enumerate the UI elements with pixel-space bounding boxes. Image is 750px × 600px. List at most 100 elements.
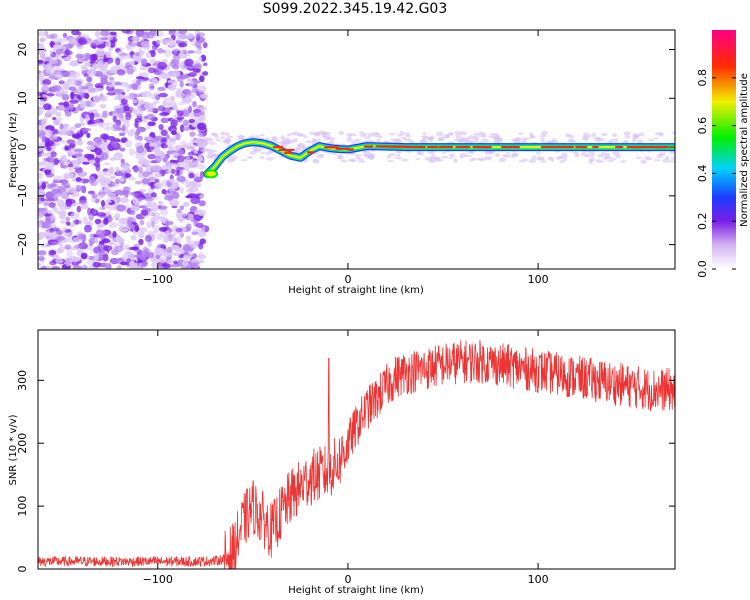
- noise-speckle: [139, 219, 145, 226]
- noise-speckle: [46, 93, 55, 97]
- noise-speckle: [88, 176, 96, 184]
- halo-speckle: [202, 141, 209, 147]
- noise-speckle: [199, 194, 204, 199]
- halo-speckle: [562, 156, 568, 162]
- noise-speckle: [121, 124, 126, 132]
- noise-speckle: [202, 71, 209, 76]
- noise-speckle: [150, 221, 155, 228]
- noise-speckle: [93, 253, 100, 261]
- halo-speckle: [416, 150, 422, 156]
- noise-speckle: [55, 111, 62, 118]
- noise-speckle: [80, 66, 88, 71]
- noise-speckle: [167, 80, 172, 84]
- noise-speckle: [146, 200, 152, 205]
- noise-speckle: [197, 122, 207, 131]
- snr-axes: −100 0 100 0 100 200 300: [16, 329, 676, 586]
- noise-speckle: [84, 54, 91, 61]
- noise-speckle: [173, 183, 179, 190]
- noise-speckle: [57, 229, 64, 236]
- halo-speckle: [494, 134, 501, 137]
- noise-speckle: [95, 229, 106, 236]
- noise-speckle: [44, 198, 55, 202]
- noise-speckle: [158, 257, 167, 263]
- noise-speckle: [68, 165, 73, 172]
- colorbar-tick-label: 0.0: [696, 260, 709, 278]
- halo-speckle: [308, 140, 314, 144]
- halo-speckle: [210, 132, 219, 137]
- halo-speckle: [224, 132, 230, 137]
- noise-speckle: [135, 108, 143, 117]
- halo-speckle: [265, 151, 271, 156]
- noise-speckle: [92, 209, 97, 215]
- halo-speckle: [220, 131, 226, 136]
- noise-speckle: [66, 159, 71, 164]
- bottom-ytick-label: 300: [16, 370, 29, 391]
- noise-speckle: [187, 72, 197, 77]
- halo-speckle: [447, 141, 455, 144]
- halo-speckle: [208, 141, 216, 146]
- halo-speckle: [454, 131, 461, 135]
- noise-speckle: [162, 100, 168, 107]
- noise-speckle: [76, 85, 81, 93]
- noise-speckle: [76, 139, 84, 146]
- noise-speckle: [85, 40, 94, 45]
- noise-speckle: [169, 187, 175, 196]
- noise-speckle: [150, 192, 157, 198]
- halo-speckle: [499, 157, 506, 163]
- halo-speckle: [529, 136, 535, 139]
- spectrogram-heatmap: [38, 30, 675, 269]
- noise-speckle: [191, 87, 199, 94]
- halo-speckle: [540, 130, 549, 136]
- noise-speckle: [195, 228, 205, 233]
- noise-speckle: [38, 222, 43, 228]
- noise-speckle: [91, 193, 98, 199]
- noise-speckle: [131, 83, 139, 91]
- halo-speckle: [536, 156, 545, 161]
- noise-speckle: [110, 141, 117, 148]
- halo-speckle: [469, 158, 475, 162]
- noise-speckle: [93, 136, 102, 143]
- noise-speckle: [46, 236, 54, 240]
- halo-speckle: [469, 140, 475, 144]
- noise-speckle: [192, 68, 201, 73]
- top-ytick-label: −10: [16, 184, 29, 207]
- noise-speckle: [82, 128, 92, 132]
- noise-speckle: [38, 181, 42, 187]
- noise-speckle: [98, 222, 105, 228]
- halo-speckle: [658, 132, 665, 137]
- halo-speckle: [488, 151, 494, 155]
- halo-speckle: [613, 138, 619, 142]
- noise-speckle: [116, 69, 126, 76]
- halo-speckle: [388, 153, 396, 157]
- noise-speckle: [147, 153, 157, 160]
- noise-speckle: [179, 212, 188, 218]
- halo-speckle: [367, 132, 374, 137]
- halo-speckle: [383, 140, 389, 144]
- noise-speckle: [158, 123, 164, 131]
- noise-speckle: [73, 153, 82, 157]
- noise-speckle: [142, 171, 150, 178]
- halo-speckle: [613, 140, 619, 144]
- noise-speckle: [86, 259, 95, 266]
- noise-speckle: [45, 147, 52, 151]
- halo-speckle: [479, 131, 484, 135]
- noise-speckle: [133, 165, 139, 173]
- colorbar-tick-label: 0.6: [696, 117, 709, 135]
- halo-speckle: [240, 159, 249, 162]
- noise-speckle: [185, 235, 192, 240]
- halo-speckle: [449, 132, 454, 136]
- halo-speckle: [637, 139, 643, 144]
- noise-speckle: [51, 188, 59, 195]
- halo-speckle: [591, 132, 597, 138]
- noise-speckle: [89, 112, 95, 121]
- noise-speckle: [68, 143, 76, 149]
- noise-speckle: [123, 186, 130, 194]
- noise-speckle: [92, 261, 101, 268]
- noise-speckle: [165, 134, 170, 140]
- halo-speckle: [669, 150, 675, 155]
- noise-speckle: [154, 145, 161, 153]
- noise-speckle: [139, 66, 149, 71]
- noise-speckle: [153, 173, 162, 178]
- halo-speckle: [354, 138, 362, 142]
- noise-speckle: [119, 177, 125, 182]
